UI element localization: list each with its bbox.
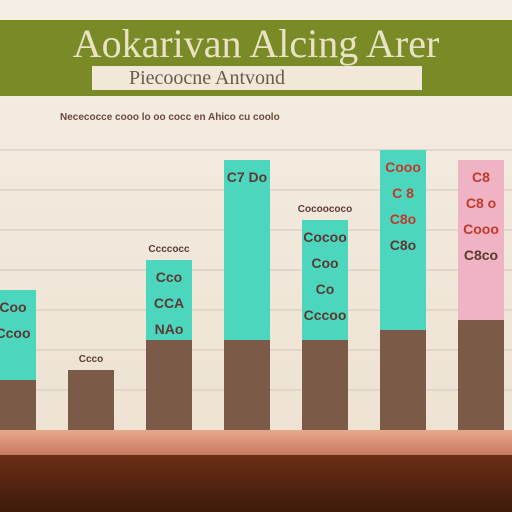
bar-value-label: C8 o	[466, 195, 496, 211]
bar-base-segment	[224, 340, 270, 430]
bar-value-label: Coo	[311, 255, 338, 271]
bar-base-segment	[0, 380, 36, 430]
bar-value-label: Cco	[156, 269, 182, 285]
bar-value-label: C8o	[390, 237, 416, 253]
chart-description: Nececocce cooo lo oo cocc en Ahico cu co…	[60, 112, 280, 123]
bar-base-segment	[458, 320, 504, 430]
bar-top-segment	[458, 160, 504, 320]
bar-top-segment	[146, 260, 192, 340]
bar-top-label: Cocoococo	[298, 204, 352, 215]
bar-value-label: CCA	[154, 295, 184, 311]
bar-top-label: Ccccocc	[148, 244, 190, 255]
bar-value-label: C8co	[464, 247, 498, 263]
bar-value-label: Co	[316, 281, 335, 297]
bar-value-label: Cocoo	[303, 229, 347, 245]
bar-value-label: C7 Do	[227, 169, 267, 185]
bar-top-segment	[302, 220, 348, 340]
bar-base-segment	[146, 340, 192, 430]
bar-value-label: C 8	[392, 185, 414, 201]
bar-top-segment	[380, 150, 426, 330]
bar-value-label: Cooo	[463, 221, 499, 237]
chart-title: Aokarivan Alcing Arer	[72, 21, 440, 66]
bar-value-label: Cccoo	[304, 307, 347, 323]
bar-top-segment	[0, 290, 36, 380]
bar-value-label: Ccoo	[0, 325, 31, 341]
bar-base-segment	[380, 330, 426, 430]
bar-value-label: NAo	[155, 321, 184, 337]
bar-top-segment	[224, 160, 270, 340]
bar-value-label: C8o	[390, 211, 416, 227]
bar-base-segment	[302, 340, 348, 430]
subtitle-banner	[92, 66, 422, 90]
bar-value-label: Coo	[0, 299, 27, 315]
baseline-shelf	[0, 430, 512, 455]
chart-subtitle: Piecoocne Antvond	[128, 67, 286, 89]
bar-value-label: Cooo	[385, 159, 421, 175]
bar-top-label: Ccco	[79, 354, 103, 365]
wood-floor	[0, 455, 512, 512]
bar-base-segment	[68, 370, 114, 430]
bar-value-label: C8	[472, 169, 490, 185]
